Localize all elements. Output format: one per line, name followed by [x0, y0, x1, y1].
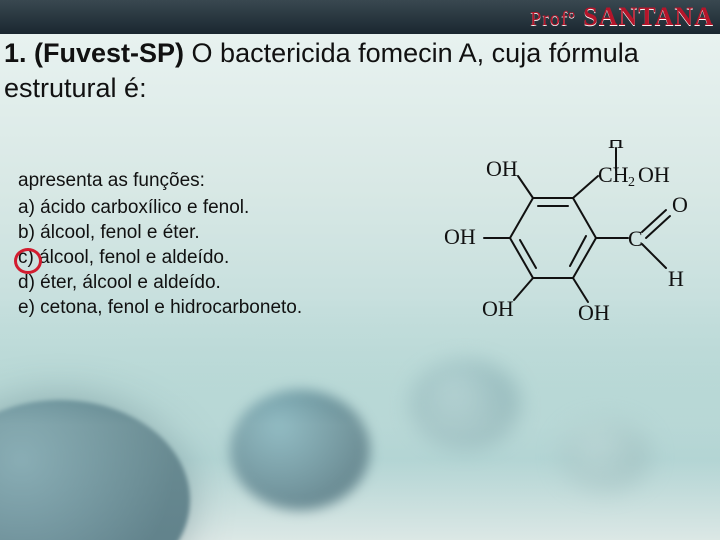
brand-label: Profº SANTANA — [530, 2, 714, 32]
question-source: 1. (Fuvest-SP) — [4, 38, 184, 68]
label-oh-bl: OH — [444, 224, 476, 249]
label-c: C — [628, 226, 643, 251]
option-a: a) ácido carboxílico e fenol. — [18, 195, 388, 220]
label-oh-bm: OH — [482, 296, 514, 321]
option-d: d) éter, álcool e aldeído. — [18, 270, 388, 295]
benzene-ring-icon — [510, 198, 596, 278]
label-ch2oh-oh: OH — [638, 162, 670, 187]
molecule-diagram: H CH 2 OH OH OH OH OH C O H — [438, 140, 704, 340]
label-h-ald: H — [668, 266, 684, 291]
label-ch2-sub: 2 — [628, 175, 635, 190]
question-title: 1. (Fuvest-SP) O bactericida fomecin A, … — [4, 36, 716, 105]
brand-name: SANTANA — [583, 2, 714, 31]
option-b: b) álcool, fenol e éter. — [18, 220, 388, 245]
option-c: c) álcool, fenol e aldeído. — [18, 245, 388, 270]
label-oh-br: OH — [578, 300, 610, 325]
brand-prefix: Profº — [530, 8, 576, 30]
prompt-lead: apresenta as funções: — [18, 168, 388, 193]
label-h: H — [608, 140, 624, 153]
label-oh-tl: OH — [486, 156, 518, 181]
answer-block: apresenta as funções: a) ácido carboxíli… — [18, 168, 388, 320]
bg-haze — [0, 310, 720, 540]
correct-answer-circle-icon — [14, 248, 42, 274]
label-o: O — [672, 192, 688, 217]
label-ch2: CH — [598, 162, 629, 187]
